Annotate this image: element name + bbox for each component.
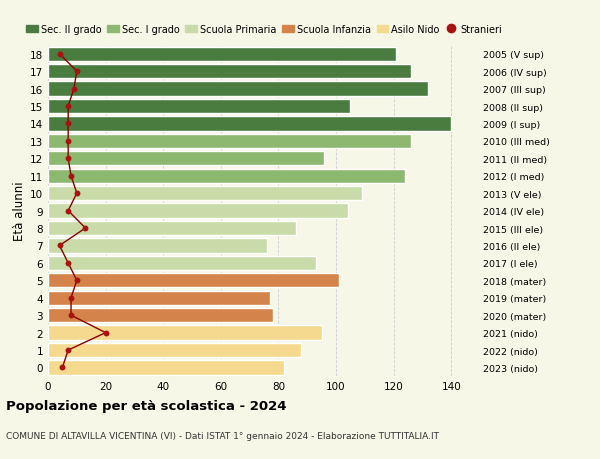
Bar [48, 117, 451, 131]
Point [72, 68, 82, 76]
Point [66, 312, 76, 319]
Point [101, 329, 110, 336]
Text: COMUNE DI ALTAVILLA VICENTINA (VI) - Dati ISTAT 1° gennaio 2024 - Elaborazione T: COMUNE DI ALTAVILLA VICENTINA (VI) - Dat… [6, 431, 439, 441]
Point [72, 190, 82, 197]
Point [64, 138, 73, 145]
Bar [48, 274, 339, 288]
Bar [48, 343, 301, 358]
Text: Popolazione per età scolastica - 2024: Popolazione per età scolastica - 2024 [6, 399, 287, 412]
Point [64, 155, 73, 162]
Point [58, 364, 67, 371]
Bar [48, 291, 270, 305]
Bar [48, 187, 362, 201]
Bar [48, 239, 267, 253]
Bar [48, 361, 284, 375]
Point [69, 86, 79, 93]
Bar [48, 221, 296, 235]
Bar [48, 82, 428, 96]
Bar [48, 134, 411, 149]
Point [64, 347, 73, 354]
Bar [48, 204, 347, 218]
Bar [48, 100, 350, 114]
Point [55, 242, 64, 250]
Point [64, 260, 73, 267]
Bar [48, 256, 316, 270]
Point [80, 225, 90, 232]
Point [66, 294, 76, 302]
Bar [48, 65, 411, 79]
Legend: Sec. II grado, Sec. I grado, Scuola Primaria, Scuola Infanzia, Asilo Nido, Stran: Sec. II grado, Sec. I grado, Scuola Prim… [26, 24, 502, 34]
Point [64, 121, 73, 128]
Bar [48, 152, 325, 166]
Bar [48, 47, 397, 62]
Bar [48, 169, 405, 184]
Point [55, 51, 64, 58]
Point [66, 173, 76, 180]
Point [64, 207, 73, 215]
Bar [48, 326, 322, 340]
Bar [48, 308, 272, 323]
Point [64, 103, 73, 111]
Point [72, 277, 82, 285]
Y-axis label: Età alunni: Età alunni [13, 181, 26, 241]
